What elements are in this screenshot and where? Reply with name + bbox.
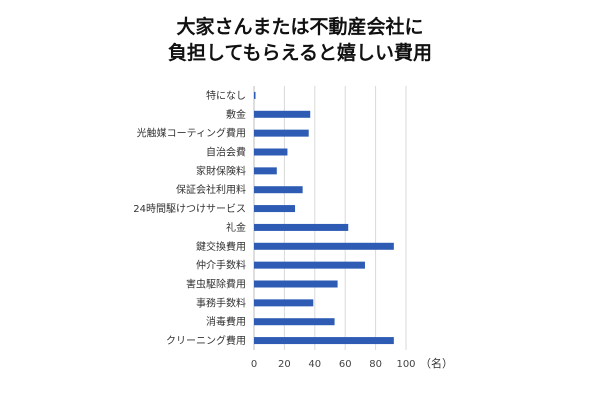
bar: [254, 110, 311, 118]
x-tick-label: 60: [339, 359, 352, 370]
x-tick-label: 100: [396, 359, 415, 370]
category-label: クリーニング費用: [166, 334, 246, 347]
category-label: 24時間駆けつけサービス: [133, 203, 246, 215]
category-label: 特になし: [206, 90, 246, 102]
bar: [254, 205, 296, 213]
bar: [254, 129, 309, 137]
category-label: 鍵交換費用: [196, 240, 246, 253]
bar: [254, 337, 394, 345]
chart-title: 大家さんまたは不動産会社に 負担してもらえると嬉しい費用: [0, 14, 600, 66]
category-label: 自治会費: [206, 146, 246, 159]
category-label: 敷金: [226, 108, 246, 121]
bar: [254, 299, 314, 307]
x-tick-labels: 0 20 40 60 80 100: [251, 359, 416, 370]
category-label: 光触媒コーティング費用: [137, 127, 246, 140]
bar: [254, 186, 303, 194]
x-tick-label: 0: [251, 359, 257, 370]
bar: [254, 242, 394, 250]
bar: [254, 148, 288, 156]
category-label: 事務手数料: [196, 296, 246, 309]
x-tick-label: 20: [278, 359, 291, 370]
bar: [254, 167, 277, 175]
x-axis-unit: （名）: [420, 356, 453, 370]
chart-title-line-1: 大家さんまたは不動産会社に: [176, 16, 424, 38]
category-label: 消毒費用: [206, 315, 246, 328]
x-tick-label: 40: [308, 359, 321, 370]
category-label: 仲介手数料: [196, 259, 246, 272]
bar: [254, 280, 338, 288]
grid-lines: [253, 86, 407, 350]
chart-title-line-2: 負担してもらえると嬉しい費用: [168, 42, 432, 64]
bar: [254, 91, 256, 99]
bar: [254, 318, 335, 326]
x-tick-label: 80: [369, 359, 382, 370]
bar: [254, 223, 349, 231]
category-label: 保証会社利用料: [176, 183, 246, 196]
category-label: 礼金: [226, 221, 246, 234]
category-label: 害虫駆除費用: [186, 278, 246, 291]
bars: [254, 91, 394, 345]
category-label: 家財保険料: [196, 164, 246, 177]
bar: [254, 261, 365, 269]
